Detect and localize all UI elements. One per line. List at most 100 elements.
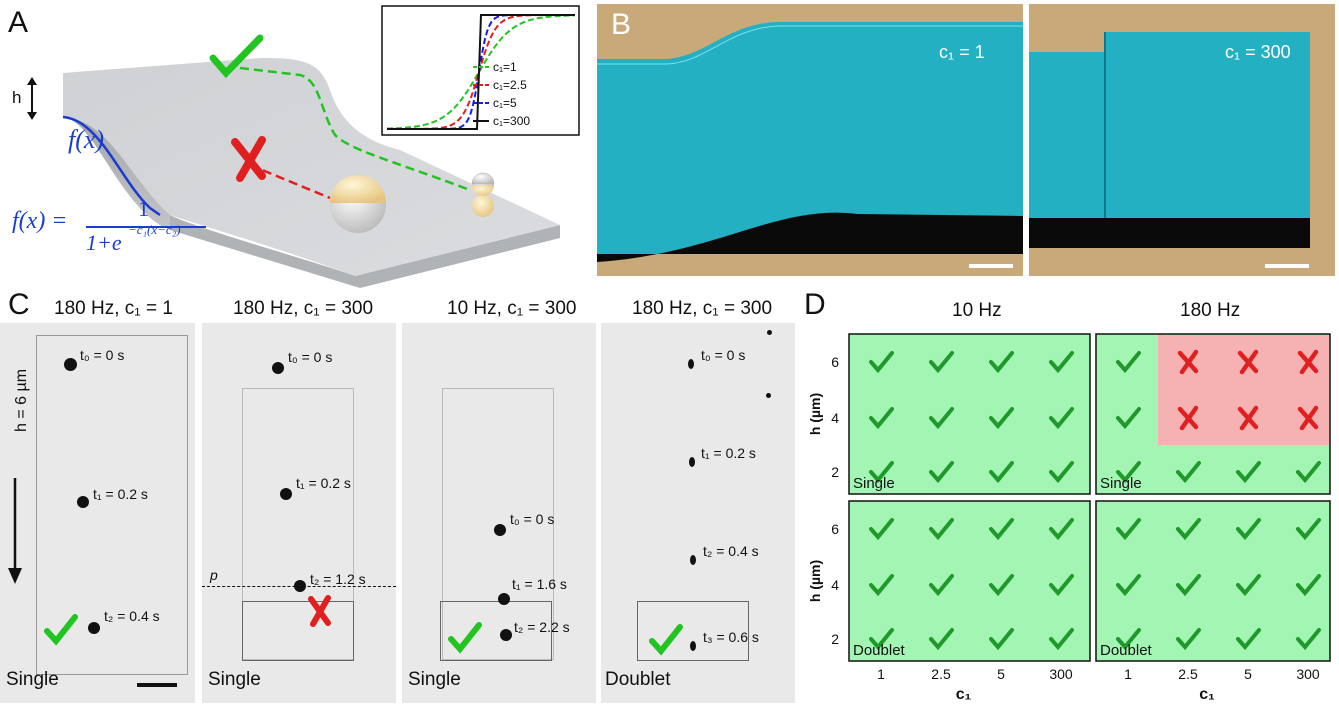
time-label: t₂ = 1.2 s: [310, 571, 366, 587]
large-bead-icon: [330, 175, 386, 233]
doublet-bead: [690, 555, 696, 565]
sem-label-c1-1: c₁ = 1: [939, 42, 985, 62]
x-tick: 2.5: [1178, 666, 1198, 682]
y-tick: 6: [831, 521, 839, 537]
check-icon: [1296, 518, 1321, 541]
x-axis-label: c₁: [956, 686, 972, 703]
y-tick: 2: [831, 631, 839, 647]
check-icon: [869, 518, 894, 541]
check-icon: [649, 624, 683, 656]
time-label: t₃ = 0.6 s: [703, 629, 759, 645]
x-tick: 5: [1244, 666, 1252, 682]
cross-icon: [1237, 349, 1259, 375]
bead: [498, 593, 510, 605]
sem-label-c1-300: c₁ = 300: [1225, 42, 1291, 62]
check-icon: [44, 614, 78, 646]
height-label: h: [12, 88, 22, 107]
bead: [64, 358, 77, 371]
column-title: 180 Hz, c₁ = 1: [54, 298, 173, 319]
x-tick: 1: [877, 666, 885, 682]
bead-type-label: Single: [6, 669, 59, 690]
phase-diagram: Single 6 4 2 h (µm) Single Doublet 6 4 2 h (µm) 1 2.…: [807, 333, 1331, 703]
doublet-bead: [690, 641, 696, 651]
video-strip-3: t₀ = 0 s t₁ = 1.6 s t₂ = 2.2 s Single: [402, 323, 596, 703]
bead: [494, 524, 506, 536]
p-label: p: [210, 567, 218, 583]
check-icon: [448, 622, 482, 654]
height-annotation: h = 6 µm: [13, 368, 30, 432]
inset-legend: c₁=1 c₁=2.5 c₁=5 c₁=300: [473, 60, 530, 128]
check-icon: [1049, 351, 1074, 374]
profile-function-label: f(x): [68, 125, 105, 154]
bead: [500, 629, 512, 641]
check-icon: [1116, 628, 1141, 651]
video-strip-4: t₀ = 0 s t₁ = 0.2 s t₂ = 0.4 s t₃ = 0.6 …: [601, 323, 795, 703]
scale-bar: [1265, 264, 1309, 268]
doublet-bead: [689, 457, 695, 467]
check-icon: [989, 351, 1014, 374]
x-tick: 2.5: [931, 666, 951, 682]
channel-illustration: [27, 34, 560, 288]
col-title-10hz: 10 Hz: [952, 300, 1002, 321]
sigmoid-inset: c₁=1 c₁=2.5 c₁=5 c₁=300: [381, 5, 580, 136]
time-label: t₁ = 1.6 s: [512, 576, 567, 592]
x-tick: 1: [1124, 666, 1132, 682]
cross-icon: [1237, 405, 1259, 431]
check-icon: [1176, 628, 1201, 651]
legend-c1-300: c₁=300: [493, 114, 530, 128]
check-icon: [1049, 574, 1074, 597]
check-icon: [1236, 574, 1261, 597]
check-icon: [1116, 351, 1141, 374]
check-icon: [869, 628, 894, 651]
sem-image-c1-1: B c₁ = 1: [597, 4, 1023, 276]
check-icon: [869, 407, 894, 430]
doublet-bead-icon: [471, 172, 495, 217]
bead-type-label: Single: [408, 669, 461, 690]
check-icon: [869, 351, 894, 374]
panel-label-a: A: [8, 6, 29, 39]
video-strip-2: p t₀ = 0 s t₁ = 0.2 s t₂ = 1.2 s Single: [202, 323, 396, 703]
cross-icon: [1297, 349, 1319, 375]
bead: [77, 496, 89, 508]
check-icon: [1176, 461, 1201, 484]
formula-exponent: −c₁(x−c₂): [128, 222, 181, 237]
column-title: 180 Hz, c₁ = 300: [632, 298, 773, 319]
check-icon: [1236, 628, 1261, 651]
cross-icon: [1297, 405, 1319, 431]
panel-label-b: B: [611, 8, 632, 41]
time-label: t₁ = 0.2 s: [701, 445, 756, 461]
bead-type-label: Doublet: [605, 669, 671, 690]
formula-lhs: f(x) =: [12, 208, 68, 234]
check-icon: [1049, 628, 1074, 651]
check-icon: [1116, 518, 1141, 541]
time-label: t₁ = 0.2 s: [93, 486, 148, 502]
check-icon: [989, 461, 1014, 484]
check-icon: [1116, 407, 1141, 430]
panel-label-d: D: [804, 288, 826, 321]
scale-bar: [969, 264, 1013, 268]
check-icon: [209, 34, 264, 79]
sem-image-c1-300: c₁ = 300: [1029, 4, 1335, 276]
check-icon: [929, 461, 954, 484]
check-icon: [929, 407, 954, 430]
y-axis-label: h (µm): [807, 393, 823, 435]
check-icon: [929, 518, 954, 541]
legend-c1-1: c₁=1: [493, 60, 517, 74]
bead: [88, 622, 100, 634]
check-icon: [1049, 518, 1074, 541]
direction-arrow-icon: [8, 478, 22, 584]
column-title: 10 Hz, c₁ = 300: [447, 298, 577, 319]
check-icon: [929, 574, 954, 597]
check-icon: [929, 628, 954, 651]
check-icon: [1116, 461, 1141, 484]
check-icon: [1236, 518, 1261, 541]
check-icon: [929, 351, 954, 374]
check-icon: [989, 518, 1014, 541]
bead-type-label: Doublet: [1100, 642, 1153, 659]
column-title: 180 Hz, c₁ = 300: [233, 298, 374, 319]
check-icon: [989, 407, 1014, 430]
cross-icon: [308, 595, 331, 627]
check-icon: [869, 574, 894, 597]
bead: [280, 488, 292, 500]
x-axis-label: c₁: [1199, 686, 1215, 703]
